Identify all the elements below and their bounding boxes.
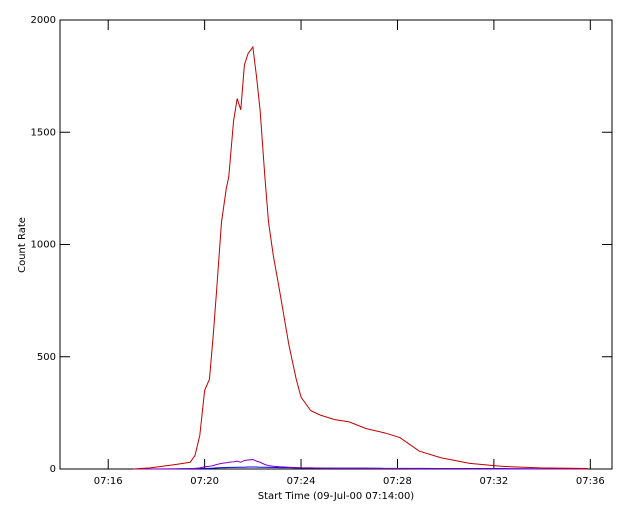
y-tick-label: 1000 — [31, 240, 56, 251]
series-line — [133, 45, 588, 470]
x-tick-label: 07:24 — [287, 476, 316, 487]
y-tick-label: 500 — [37, 352, 56, 363]
x-tick-label: 07:28 — [383, 476, 412, 487]
y-tick-label: 2000 — [31, 15, 56, 26]
plot-frame — [59, 19, 613, 470]
x-tick-label: 07:16 — [94, 476, 123, 487]
x-tick-label: 07:32 — [479, 476, 508, 487]
y-tick-label: 1500 — [31, 127, 56, 138]
x-tick-label: 07:20 — [190, 476, 219, 487]
y-tick-label: 0 — [50, 464, 56, 475]
series-line — [133, 459, 588, 470]
y-axis-label: Count Rate — [17, 217, 28, 273]
x-tick-label: 07:36 — [576, 476, 605, 487]
x-axis-label: Start Time (09-Jul-00 07:14:00) — [258, 491, 415, 502]
